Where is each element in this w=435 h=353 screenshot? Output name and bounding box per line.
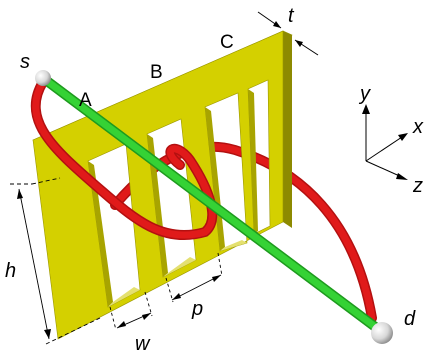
window-1-inner-bottom [108, 287, 140, 307]
label-p: p [191, 298, 203, 320]
dimension-w-p [109, 252, 223, 331]
label-B: B [150, 62, 163, 83]
label-d: d [404, 308, 416, 330]
label-s: s [20, 51, 30, 73]
label-h: h [5, 260, 16, 282]
endpoint-d [371, 322, 393, 344]
axes-triad [362, 104, 408, 180]
axis-label-y: y [358, 83, 371, 105]
dimension-t [257, 11, 319, 56]
label-w: w [135, 333, 151, 353]
endpoint-s [35, 70, 51, 86]
label-C: C [220, 32, 234, 53]
window-2-inner-bottom [163, 257, 196, 277]
window-4-inner-left [248, 89, 258, 234]
window-1-inner-left [88, 161, 113, 307]
label-t: t [288, 5, 295, 27]
label-A: A [79, 90, 92, 111]
axis-label-z: z [412, 175, 423, 197]
axis-label-x: x [412, 116, 424, 138]
green-line [38, 73, 387, 337]
window-2-inner-left [147, 134, 168, 277]
red-curve-front [30, 77, 218, 241]
window-3-inner-bottom [220, 240, 247, 251]
dimension-h [10, 177, 101, 345]
frame-right-face [283, 31, 292, 228]
